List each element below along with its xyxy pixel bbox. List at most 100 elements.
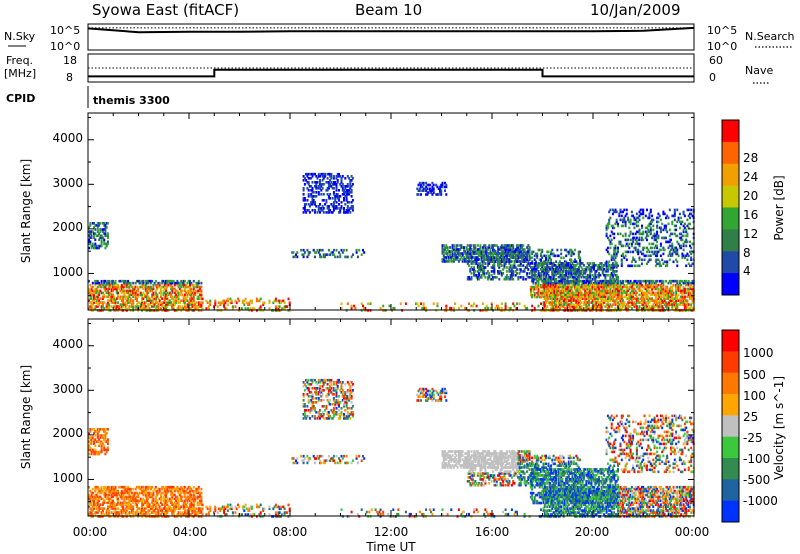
echo-cell — [678, 281, 681, 285]
echo-cell — [541, 270, 544, 273]
echo-cell — [548, 303, 551, 306]
echo-cell — [125, 295, 128, 299]
echo-cell — [629, 220, 632, 224]
echo-cell — [483, 270, 486, 273]
echo-cell — [306, 172, 309, 176]
echo-cell — [315, 191, 318, 194]
power-ytick-4000: 4000 — [52, 131, 83, 145]
echo-cell — [550, 281, 553, 285]
echo-cell — [545, 301, 547, 304]
echo-cell — [565, 287, 568, 291]
echo-cell — [148, 303, 151, 306]
echo-cell — [508, 270, 511, 273]
echo-cell — [542, 289, 545, 293]
echo-cell — [446, 246, 449, 249]
echo-cell — [627, 264, 630, 268]
echo-cell — [691, 301, 694, 304]
echo-cell — [346, 205, 349, 208]
echo-cell — [139, 307, 142, 310]
echo-cell — [632, 303, 635, 306]
echo-cell — [345, 185, 348, 188]
echo-cell — [571, 307, 574, 310]
echo-cell — [548, 287, 551, 291]
echo-cell — [308, 177, 311, 180]
echo-cell — [676, 279, 679, 283]
echo-cell — [532, 285, 535, 289]
echo-cell — [148, 285, 151, 289]
echo-cell — [129, 305, 132, 308]
echo-cell — [604, 281, 607, 285]
echo-cell — [611, 262, 614, 265]
echo-cell — [436, 304, 439, 308]
echo-cell — [622, 220, 624, 224]
echo-cell — [634, 218, 637, 222]
echo-cell — [643, 297, 646, 300]
echo-cell — [89, 489, 92, 493]
echo-cell — [538, 289, 541, 293]
echo-cell — [105, 222, 108, 225]
echo-cell — [579, 279, 582, 283]
echo-cell — [608, 297, 611, 300]
echo-cell — [452, 246, 455, 249]
echo-cell — [574, 291, 577, 295]
echo-cell — [307, 195, 310, 198]
echo-cell — [229, 301, 232, 305]
echo-cell — [311, 187, 314, 190]
echo-cell — [300, 248, 303, 252]
echo-cell — [508, 246, 511, 249]
echo-cell — [555, 270, 558, 273]
echo-cell — [542, 285, 545, 289]
echo-cell — [89, 501, 92, 505]
echo-cell — [445, 250, 448, 253]
echo-cell — [613, 283, 616, 287]
echo-cell — [675, 293, 678, 297]
echo-cell — [191, 305, 194, 308]
echo-cell — [538, 293, 541, 297]
echo-cell — [349, 185, 352, 188]
echo-cell — [526, 258, 529, 261]
echo-cell — [637, 301, 640, 304]
echo-cell — [310, 193, 313, 196]
echo-cell — [662, 281, 665, 285]
echo-cell — [673, 208, 676, 212]
echo-cell — [620, 224, 623, 228]
echo-cell — [158, 301, 161, 304]
echo-cell — [339, 183, 342, 186]
echo-cell — [681, 256, 684, 260]
echo-cell — [268, 299, 271, 303]
echo-cell — [564, 262, 566, 265]
echo-cell — [548, 262, 551, 265]
echo-cell — [575, 264, 578, 267]
echo-cell — [671, 220, 674, 224]
echo-cell — [255, 297, 258, 301]
echo-cell — [675, 305, 678, 308]
echo-cell — [577, 299, 580, 302]
echo-cell — [662, 307, 665, 310]
echo-cell — [463, 258, 465, 261]
echo-cell — [531, 272, 534, 275]
echo-cell — [183, 305, 186, 308]
echo-cell — [633, 218, 636, 222]
echo-cell — [562, 303, 565, 306]
echo-cell — [561, 275, 564, 279]
echo-cell — [175, 297, 178, 300]
echo-cell — [647, 216, 650, 220]
echo-cell — [672, 214, 675, 218]
echo-cell — [98, 489, 101, 493]
echo-cell — [570, 260, 573, 263]
echo-cell — [552, 307, 555, 310]
echo-cell — [183, 289, 186, 293]
echo-cell — [620, 281, 623, 285]
echo-cell — [613, 210, 616, 214]
echo-cell — [685, 228, 688, 232]
echo-cell — [651, 242, 654, 246]
echo-cell — [552, 291, 555, 295]
echo-cell — [177, 301, 180, 304]
echo-cell — [476, 264, 479, 267]
echo-cell — [478, 274, 481, 277]
echo-cell — [687, 254, 690, 258]
echo-cell — [89, 307, 92, 310]
echo-cell — [468, 277, 470, 281]
echo-cell — [585, 279, 588, 283]
echo-cell — [569, 266, 571, 269]
